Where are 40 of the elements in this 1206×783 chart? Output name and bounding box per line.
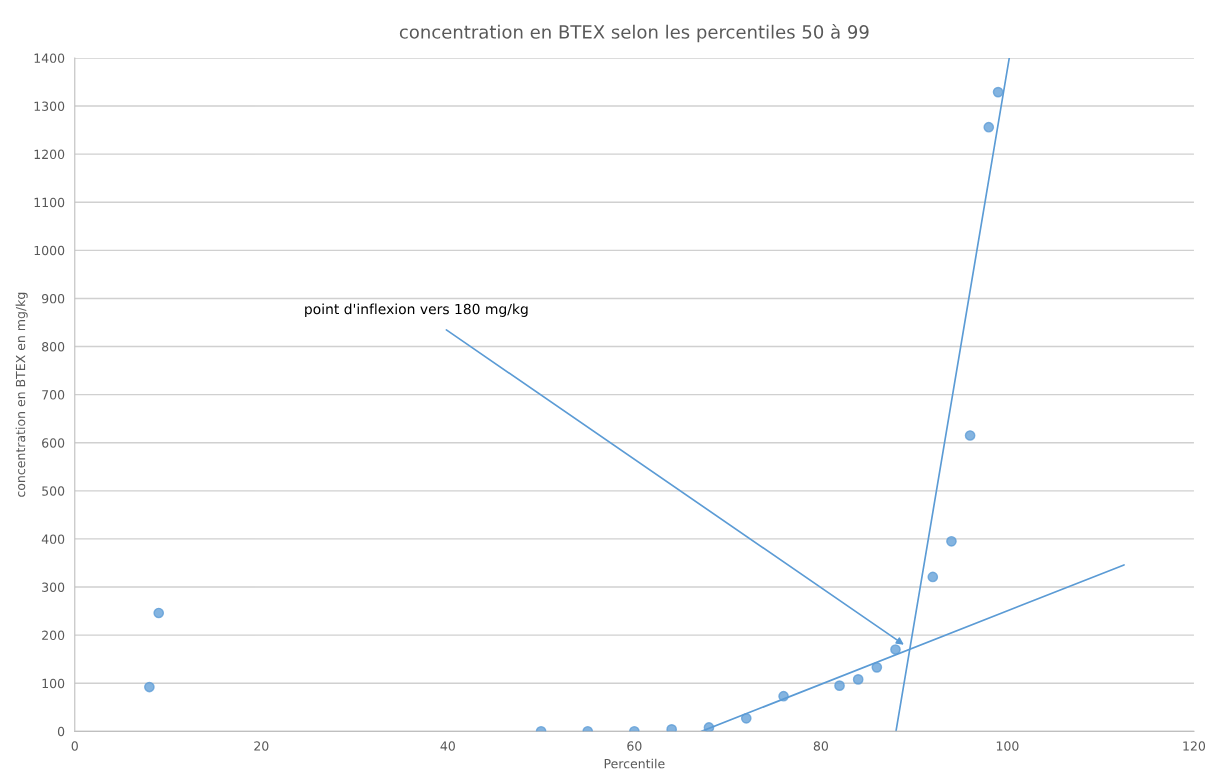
point [871, 661, 883, 673]
x-tick-label: 0 [71, 741, 78, 751]
point [852, 674, 864, 685]
x-tick-label: 60 [627, 741, 642, 751]
point [703, 722, 715, 732]
y-tick-label: 0 [57, 726, 65, 737]
point [992, 86, 1004, 98]
y-tick-label: 800 [42, 342, 65, 352]
point [964, 430, 976, 441]
x-tick-label: 100 [996, 741, 1019, 751]
point [927, 571, 939, 583]
y-tick-label: 1000 [34, 245, 65, 256]
y-tick-label: 200 [42, 630, 65, 641]
annotation: point d'inflexion vers 180 mg/kg [305, 303, 528, 317]
y-tick-label: 400 [41, 534, 65, 544]
point [890, 644, 901, 655]
x-tick-label: 20 [254, 741, 269, 751]
y-tick-label: 1300 [34, 101, 65, 111]
x-axis-title: Percentile [604, 758, 665, 769]
y-tick-label: 700 [42, 390, 65, 400]
point [144, 681, 155, 693]
point [778, 690, 789, 702]
point [983, 121, 995, 133]
point [834, 680, 845, 691]
y-tick-label: 100 [42, 678, 65, 689]
x-tick-label: 120 [1183, 741, 1206, 751]
y-tick-label: 600 [42, 438, 65, 448]
y-tick-label: 900 [41, 293, 65, 304]
chart-title: concentration en BTEX selon les percentiles 50 à 99 [399, 24, 869, 43]
x-tick-label: 40 [440, 741, 455, 751]
y-tick-label: 1100 [34, 197, 65, 208]
x-tick-label: 80 [813, 741, 829, 751]
y-tick-label: 500 [42, 486, 65, 496]
point [153, 607, 165, 619]
y-tick-label: 1400 [34, 53, 65, 63]
point [946, 535, 957, 547]
y-tick-label: 1200 [34, 149, 65, 160]
point [740, 712, 752, 724]
y-axis-title: concentration en BTEX en mg/kg [15, 292, 28, 497]
y-tick-label: 300 [42, 582, 65, 592]
